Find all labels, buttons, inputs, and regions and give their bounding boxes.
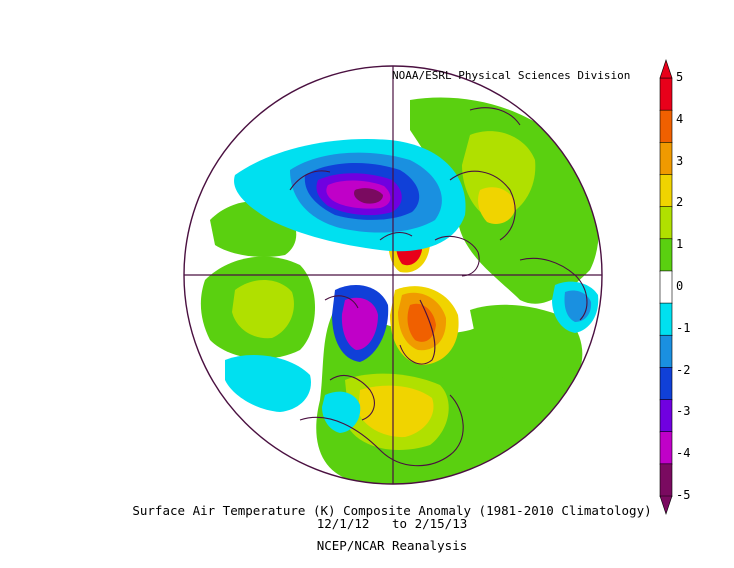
anomaly-yellow-east [478, 187, 516, 225]
anomaly-magenta-alaska [341, 297, 378, 350]
colorbar-tick-label: -5 [676, 488, 691, 502]
colorbar-tick-label: 1 [676, 237, 684, 252]
colorbar-segment [659, 77, 673, 111]
anomaly-cyan-pacific [225, 355, 311, 412]
colorbar-segment [659, 431, 673, 465]
anomaly-cyan-us [322, 391, 361, 433]
anomaly-darkpurple-siberia [354, 188, 383, 204]
colorbar-segment [659, 109, 673, 144]
colorbar-tick-label: 3 [676, 153, 684, 168]
colorbar-tick-label: -1 [676, 320, 691, 335]
colorbar-tick-label: 2 [676, 195, 684, 210]
colorbar-tick-label: -4 [676, 446, 691, 461]
colorbar-segment [659, 463, 673, 497]
colorbar-tick-label: 5 [676, 70, 684, 84]
colorbar-segment [659, 302, 673, 337]
anomaly-green-east-band [470, 304, 583, 391]
colorbar-segment [659, 142, 673, 176]
map-outline [183, 65, 603, 485]
colorbar [659, 59, 673, 515]
colorbar-tick-label: 0 [676, 279, 684, 293]
colorbar-segment [659, 174, 673, 208]
colorbar-segment [659, 206, 673, 240]
source-label: NCEP/NCAR Reanalysis [316, 538, 468, 553]
anomaly-yellow-us [358, 385, 434, 438]
anomaly-darkorange-greenland [407, 303, 436, 342]
colorbar-min-arrow [659, 495, 673, 515]
colorbar-segment [659, 334, 673, 369]
colorbar-segment [659, 367, 673, 401]
colorbar-tick-label: -2 [676, 362, 691, 377]
colorbar-segment [659, 270, 673, 304]
figure-title: Surface Air Temperature (K) Composite An… [132, 503, 652, 518]
colorbar-segment [659, 238, 673, 272]
date-range: 12/1/12 to 2/15/13 [316, 516, 468, 531]
colorbar-tick-label: 4 [676, 111, 684, 126]
credit-label: NOAA/ESRL Physical Sciences Division [392, 69, 631, 82]
anomaly-lightgreen-west [232, 280, 294, 339]
colorbar-tick-label: -3 [676, 404, 691, 419]
colorbar-segment [659, 399, 673, 433]
colorbar-max-arrow [659, 59, 673, 79]
